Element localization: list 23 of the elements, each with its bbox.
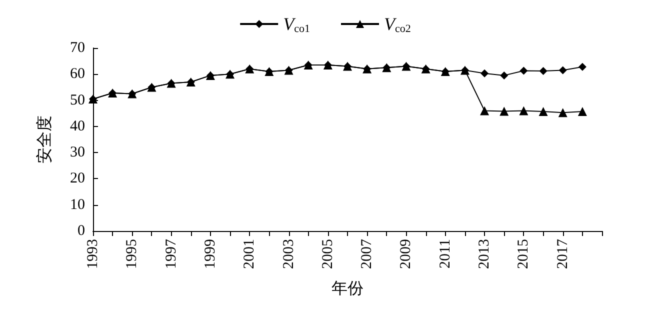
x-tick-label: 2003 — [280, 239, 297, 269]
x-tick-label: 2011 — [437, 239, 454, 268]
y-tick-label: 10 — [70, 196, 85, 213]
x-tick-label: 2015 — [516, 239, 532, 269]
y-tick-label: 70 — [70, 40, 85, 56]
x-tick-label: 2009 — [398, 239, 414, 269]
x-tick-label: 2013 — [476, 239, 493, 269]
x-tick-label: 2017 — [554, 238, 571, 269]
y-tick-label: 40 — [70, 118, 85, 134]
x-tick-label: 1997 — [163, 238, 180, 269]
x-tick-label: 2007 — [359, 238, 376, 269]
x-axis-title: 年份 — [332, 280, 364, 298]
x-tick-label: 1993 — [85, 239, 101, 269]
x-tick-label: 1999 — [202, 239, 218, 269]
y-tick-label: 60 — [70, 66, 85, 82]
y-tick-label: 20 — [70, 170, 85, 187]
x-tick-label: 2005 — [320, 239, 336, 269]
y-tick-label: 30 — [70, 144, 85, 161]
y-axis-title: 安全度 — [36, 116, 54, 164]
x-tick-label: 2001 — [242, 239, 258, 269]
y-tick-label: 0 — [78, 223, 85, 239]
y-tick-label: 50 — [70, 92, 85, 108]
x-tick-label: 1995 — [124, 239, 140, 269]
